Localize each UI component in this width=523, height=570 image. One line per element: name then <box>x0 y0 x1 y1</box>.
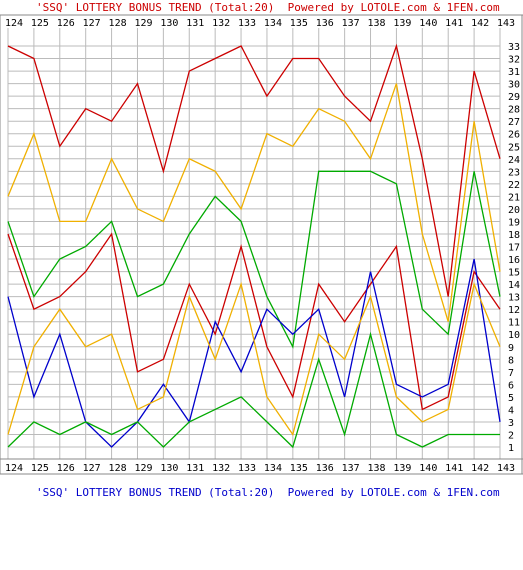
x-tick-label-bottom: 142 <box>471 463 489 474</box>
series-line-1 <box>7 43 501 297</box>
y-tick-label: 7 <box>508 368 514 379</box>
y-tick-label: 26 <box>508 130 520 141</box>
x-tick-label-top: 134 <box>264 18 282 29</box>
x-tick-label-top: 131 <box>186 18 204 29</box>
chart-header: 'SSQ' LOTTERY BONUS TREND (Total:20) Pow… <box>36 1 500 14</box>
x-tick-label-bottom: 130 <box>160 463 178 474</box>
x-tick-label-top: 141 <box>445 18 463 29</box>
x-tick-label-top: 140 <box>419 18 437 29</box>
x-tick-label-top: 128 <box>109 18 127 29</box>
x-tick-label-top: 142 <box>471 18 489 29</box>
y-tick-label: 12 <box>508 305 520 316</box>
x-tick-label-bottom: 138 <box>367 463 385 474</box>
y-tick-label: 25 <box>508 142 520 153</box>
x-tick-label-bottom: 129 <box>134 463 152 474</box>
y-tick-label: 22 <box>508 180 520 191</box>
x-tick-label-top: 125 <box>31 18 49 29</box>
chart-footer: 'SSQ' LOTTERY BONUS TREND (Total:20) Pow… <box>36 486 500 499</box>
y-tick-label: 2 <box>508 430 514 441</box>
x-tick-label-top: 129 <box>134 18 152 29</box>
y-tick-label: 20 <box>508 205 520 216</box>
y-tick-label: 16 <box>508 255 520 266</box>
y-tick-label: 9 <box>508 343 514 354</box>
x-tick-labels-top: 124 125 126 127 128 129 130 131 132 133 134 135 136 1… <box>5 18 515 29</box>
x-tick-label-bottom: 134 <box>264 463 282 474</box>
x-tick-label-top: 139 <box>393 18 411 29</box>
x-tick-label-bottom: 132 <box>212 463 230 474</box>
x-tick-label-bottom: 136 <box>316 463 334 474</box>
x-tick-label-bottom: 140 <box>419 463 437 474</box>
x-tick-label-bottom: 127 <box>83 463 101 474</box>
x-tick-label-bottom: 126 <box>57 463 75 474</box>
series-line-4 <box>7 232 501 411</box>
y-tick-label: 32 <box>508 55 520 66</box>
y-tick-label: 18 <box>508 230 520 241</box>
x-tick-label-bottom: 135 <box>290 463 308 474</box>
y-tick-label: 3 <box>508 418 514 429</box>
x-tick-label-bottom: 141 <box>445 463 463 474</box>
x-tick-labels-bottom: 124 125 126 127 128 129 130 131 132 133 134 135 136 1… <box>5 463 515 474</box>
x-tick-label-top: 126 <box>57 18 75 29</box>
x-tick-label-bottom: 125 <box>31 463 49 474</box>
series-line-3 <box>7 170 501 349</box>
y-tick-label: 27 <box>508 117 520 128</box>
x-tick-label-bottom: 139 <box>393 463 411 474</box>
series-line-7 <box>7 331 500 449</box>
x-tick-label-bottom: 128 <box>109 463 127 474</box>
y-tick-label: 14 <box>508 280 520 291</box>
y-tick-label: 11 <box>508 318 520 329</box>
y-tick-label: 15 <box>508 268 520 279</box>
y-tick-labels: 1234567891011121314151617181920212223242… <box>508 42 520 454</box>
y-tick-label: 23 <box>508 167 520 178</box>
y-tick-label: 33 <box>508 42 520 53</box>
y-tick-label: 13 <box>508 293 520 304</box>
series-layer <box>7 43 501 449</box>
x-tick-label-bottom: 124 <box>5 463 23 474</box>
y-tick-label: 1 <box>508 443 514 454</box>
x-tick-label-top: 138 <box>367 18 385 29</box>
x-tick-label-top: 136 <box>316 18 334 29</box>
y-tick-label: 6 <box>508 380 514 391</box>
y-tick-label: 28 <box>508 105 520 116</box>
x-tick-label-top: 143 <box>497 18 515 29</box>
y-tick-label: 4 <box>508 405 514 416</box>
x-tick-label-top: 137 <box>342 18 360 29</box>
x-tick-label-bottom: 131 <box>186 463 204 474</box>
x-tick-label-top: 130 <box>160 18 178 29</box>
y-tick-label: 8 <box>508 355 514 366</box>
y-tick-label: 29 <box>508 92 520 103</box>
y-tick-label: 17 <box>508 243 520 254</box>
x-tick-label-bottom: 137 <box>342 463 360 474</box>
y-tick-label: 30 <box>508 80 520 91</box>
x-tick-label-top: 135 <box>290 18 308 29</box>
x-tick-label-top: 124 <box>5 18 23 29</box>
x-tick-label-bottom: 133 <box>238 463 256 474</box>
y-tick-label: 21 <box>508 192 520 203</box>
x-tick-label-top: 127 <box>83 18 101 29</box>
y-tick-label: 10 <box>508 330 520 341</box>
x-tick-label-bottom: 143 <box>497 463 515 474</box>
y-tick-label: 24 <box>508 155 520 166</box>
x-tick-label-top: 132 <box>212 18 230 29</box>
y-tick-label: 31 <box>508 67 520 78</box>
x-tick-label-top: 133 <box>238 18 256 29</box>
series-line-6 <box>7 281 501 437</box>
y-tick-label: 5 <box>508 393 514 404</box>
y-tick-label: 19 <box>508 217 520 228</box>
series-line-2 <box>7 83 501 322</box>
